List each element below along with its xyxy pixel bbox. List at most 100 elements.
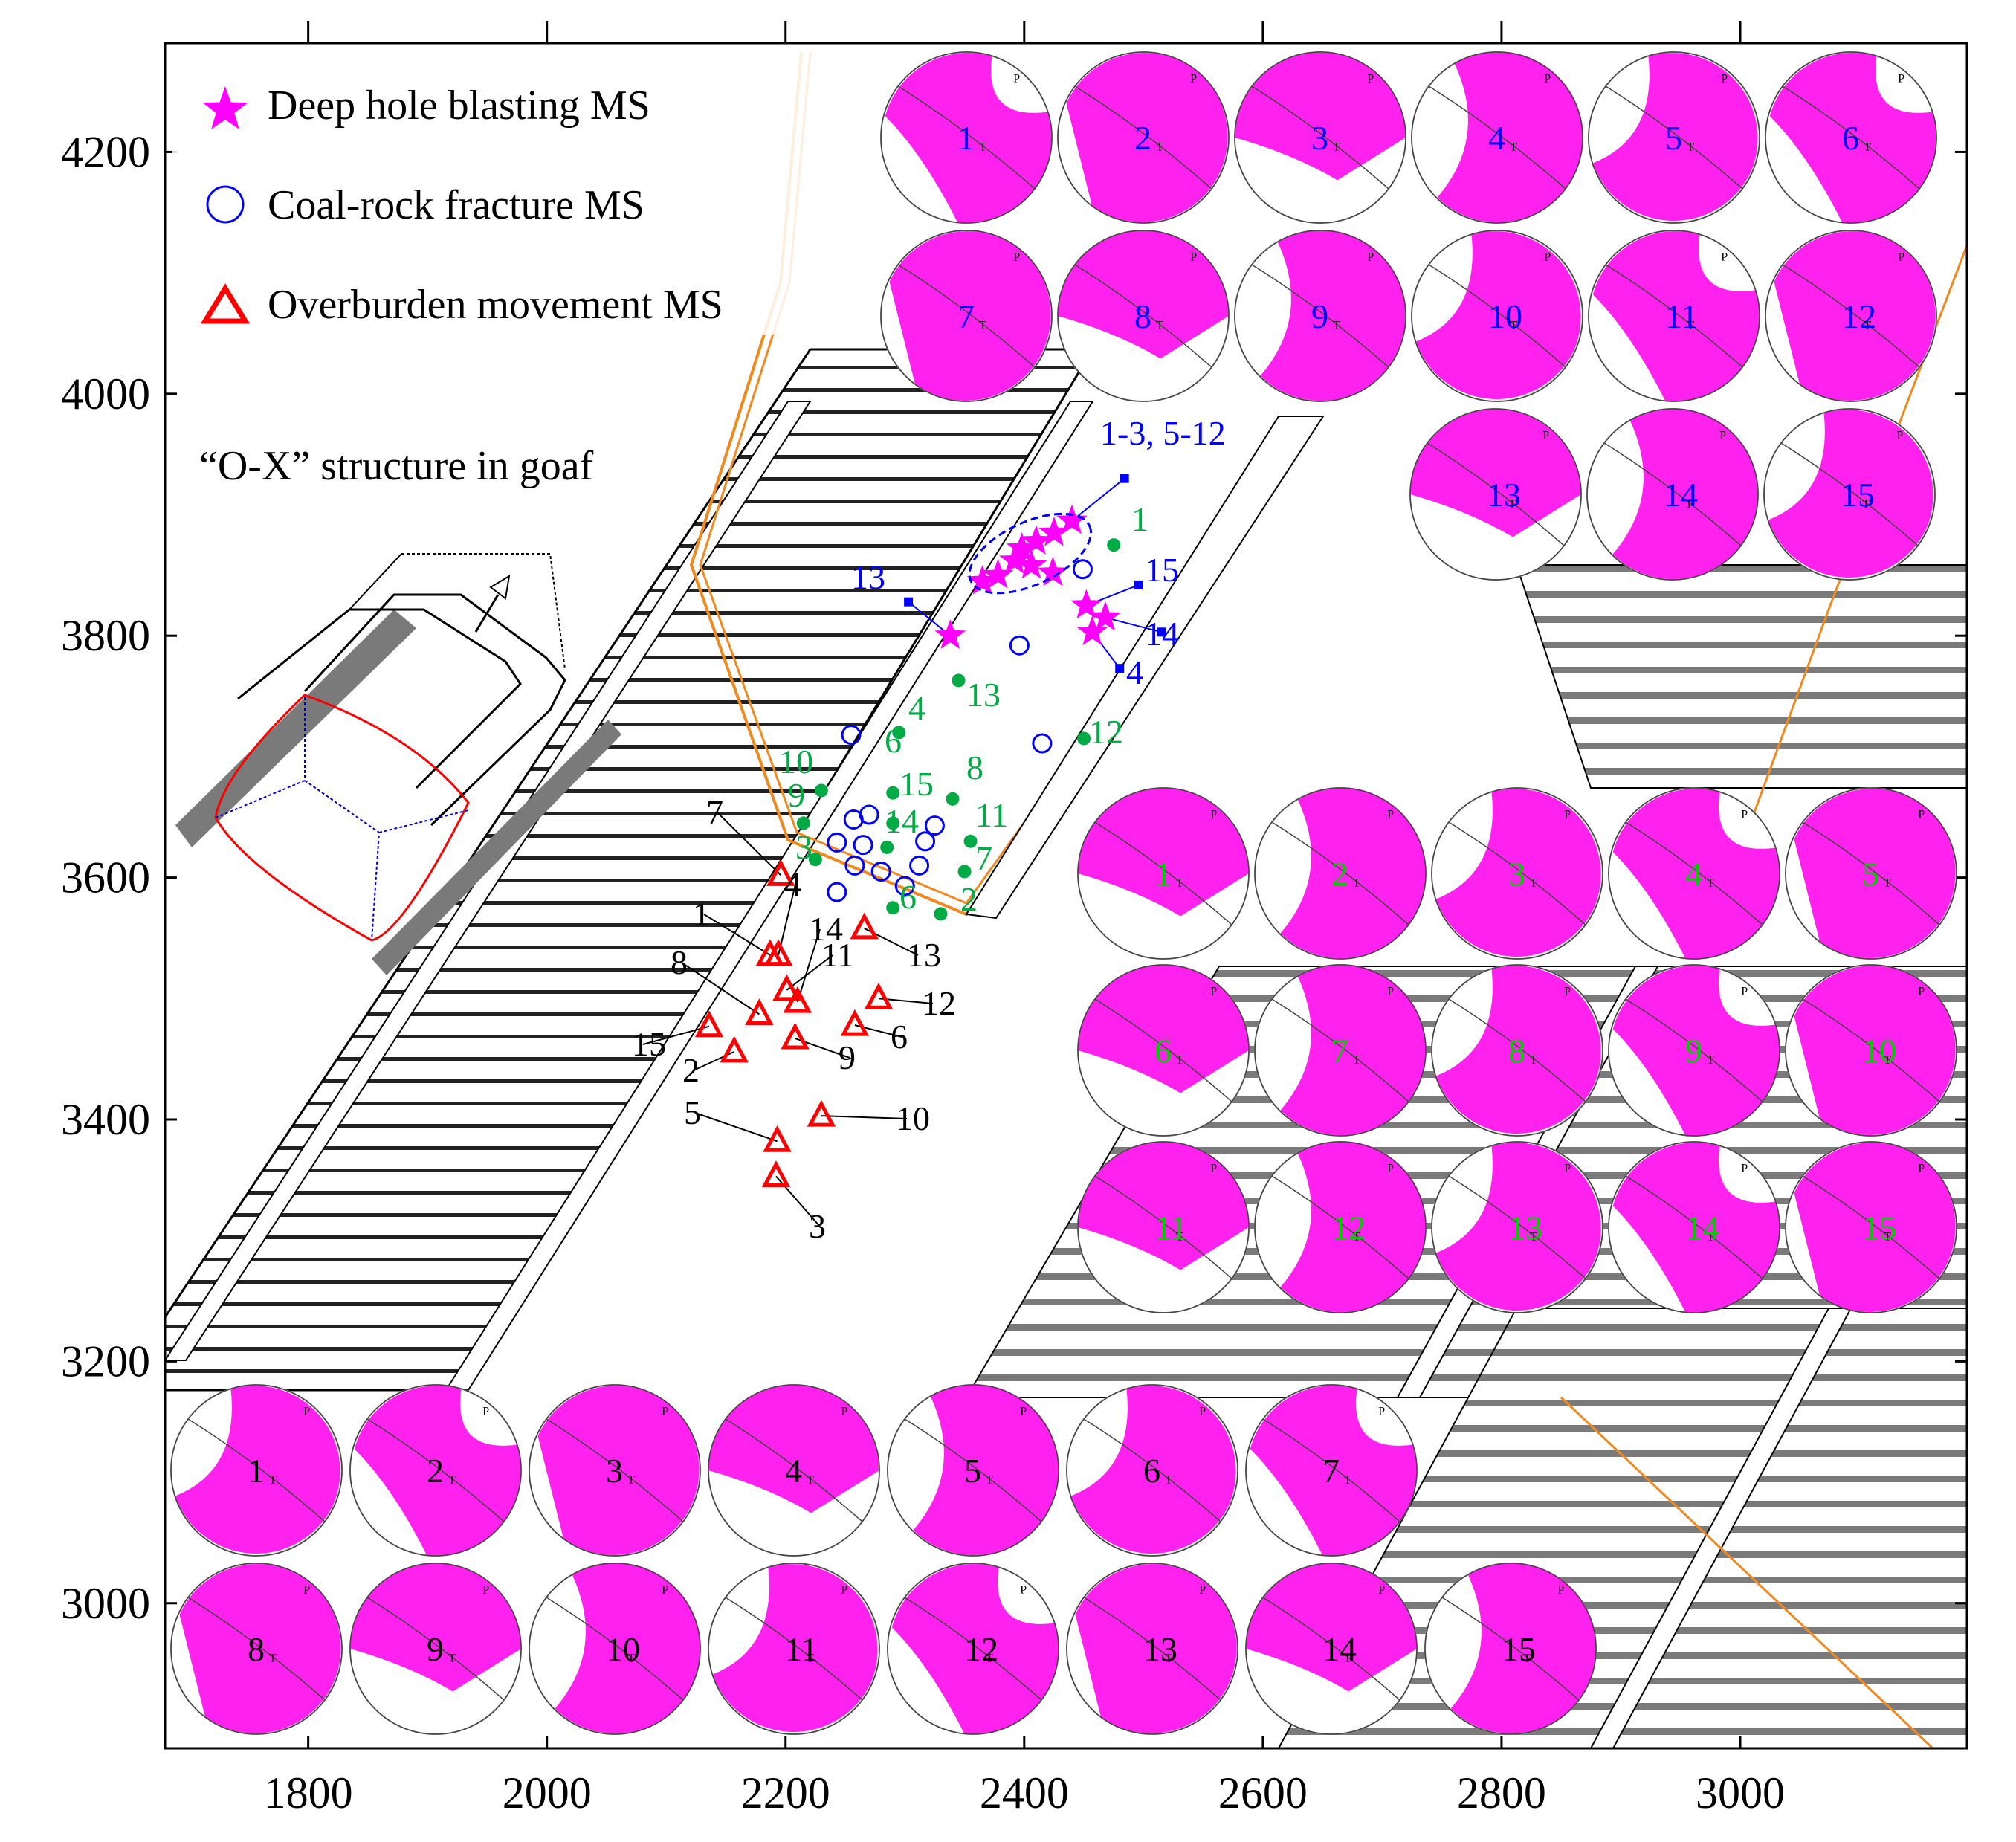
beachball-t-axis-label: T [1862, 497, 1870, 510]
blue-connector [1071, 477, 1125, 522]
y-tick-label: 3000 [61, 1579, 150, 1628]
beachball-nodal-plane [1083, 1597, 1221, 1701]
beachball-nodal-plane [1780, 442, 1919, 546]
beachball-p-axis-label: P [1210, 985, 1217, 998]
beachball-number-label: 3 [1311, 119, 1328, 157]
beachball: P T9 [349, 1563, 522, 1735]
beachball-nodal-plane [1094, 1175, 1232, 1279]
beachball-number-label: 11 [785, 1630, 818, 1668]
beachball-t-axis-label: T [1156, 319, 1163, 332]
inner-roadway [965, 416, 1325, 920]
overburden-event-marker [761, 1160, 791, 1187]
beachball-t-axis-label: T [1165, 1652, 1172, 1664]
beachball-t-axis-label: T [1353, 876, 1360, 889]
beachball-compression-fill [354, 1386, 521, 1557]
beachball-compression-fill [1415, 231, 1581, 399]
beachball-number-label: 9 [427, 1630, 444, 1668]
beachball-rim [1057, 230, 1230, 402]
beachball-nodal-plane [1448, 998, 1586, 1102]
beachball-rim [529, 1563, 701, 1735]
blasting-event-marker [1020, 525, 1052, 555]
beachball-number-label: 2 [427, 1452, 444, 1490]
blue-connector [1105, 616, 1162, 633]
overburden-event-marker [807, 1099, 836, 1127]
beachball-t-axis-label: T [1176, 1053, 1183, 1066]
beachball-nodal-plane [1625, 821, 1763, 925]
beachball-number-label: 7 [1331, 1032, 1348, 1070]
beachball-rim [1763, 408, 1936, 581]
beachball-p-axis-label: P [1544, 72, 1551, 85]
green-event-label: 7 [975, 839, 992, 877]
beachball-rim [1245, 1563, 1418, 1735]
beachball: P T14 [1586, 408, 1759, 581]
beachball-compression-fill [1435, 789, 1601, 957]
beachball-rim [1057, 51, 1230, 224]
beachball-t-axis-label: T [1530, 1230, 1537, 1243]
beachball: P T2 [349, 1384, 522, 1557]
beachball: P T8 [1431, 964, 1603, 1137]
beachball-t-axis-label: T [1687, 140, 1694, 153]
beachball-number-label: 15 [1502, 1630, 1536, 1668]
green-event-label: 3 [795, 828, 812, 866]
beachball-nodal-plane [546, 1418, 684, 1522]
beachball-rim [880, 230, 1053, 402]
beachball-compression-fill [1612, 1143, 1780, 1313]
beachball-nodal-plane [1262, 1597, 1400, 1701]
beachball-p-axis-label: P [841, 1405, 847, 1418]
beachball-rim [1785, 964, 1957, 1137]
overburden-event-label: 10 [896, 1099, 930, 1137]
beachball-p-axis-label: P [1190, 251, 1197, 263]
beachball-nodal-plane [1271, 998, 1409, 1102]
beachball: P T4 [1608, 787, 1780, 960]
overburden-event-label: 1 [693, 895, 710, 933]
legend: Deep hole blasting MS Coal-rock fracture… [172, 52, 841, 335]
overburden-arrow [878, 998, 934, 1004]
beachball-t-axis-label: T [807, 1652, 814, 1664]
beachball-p-axis-label: P [1719, 429, 1726, 442]
green-event-label: 4 [908, 689, 925, 727]
beachball-compression-fill [1768, 410, 1933, 578]
beachball-p-axis-label: P [1013, 251, 1020, 263]
beachball: P T12 [1765, 230, 1937, 402]
beachball-rim [1765, 51, 1937, 224]
beachball: P T11 [1588, 230, 1760, 402]
overburden-arrow [796, 928, 821, 1003]
beachball-p-axis-label: P [1544, 251, 1551, 263]
beachball-compression-fill [1410, 409, 1581, 537]
beachball-number-label: 5 [1665, 119, 1682, 157]
beachball-p-axis-label: P [1564, 808, 1571, 821]
beachball: P T12 [887, 1563, 1059, 1735]
beachball-compression-fill [1450, 1563, 1597, 1734]
beachball: P T2 [1057, 51, 1230, 224]
overburden-event-label: 14 [809, 910, 843, 948]
beachball-compression-fill [1078, 1142, 1249, 1270]
beachball-compression-fill [1794, 1143, 1956, 1312]
beachball-rim [1586, 408, 1759, 581]
beachball-compression-fill [1058, 230, 1229, 359]
beachball-t-axis-label: T [1176, 1230, 1183, 1243]
beachball-number-label: 4 [1685, 855, 1702, 893]
beachball-rim [1077, 1141, 1250, 1313]
blasting-event-marker [1038, 516, 1070, 546]
beachball-number-label: 1 [248, 1452, 265, 1490]
green-connector-end [946, 792, 960, 806]
overburden-event-label: 9 [839, 1038, 856, 1076]
beachball-p-axis-label: P [1387, 808, 1394, 821]
beachball-nodal-plane [187, 1597, 326, 1701]
beachball: P T11 [708, 1563, 880, 1735]
roadway-left [165, 401, 812, 1361]
beachball-t-axis-label: T [1687, 319, 1694, 332]
fracture-event-marker [915, 831, 936, 852]
beachball-number-label: 4 [1488, 119, 1505, 157]
beachball-t-axis-label: T [448, 1473, 456, 1486]
legend-item-blasting: Deep hole blasting MS [202, 83, 650, 129]
blue-event-label: 1-3, 5-12 [1100, 414, 1226, 452]
beachball-p-axis-label: P [1020, 1405, 1027, 1418]
beachball-rim [1608, 787, 1780, 960]
green-connector-end [880, 840, 894, 854]
blue-connector-end [1115, 664, 1125, 673]
beachball: P T14 [1245, 1563, 1418, 1735]
beachball-p-axis-label: P [482, 1583, 489, 1596]
fracture-event-marker [1009, 635, 1030, 656]
beachball-compression-fill [1612, 408, 1759, 580]
